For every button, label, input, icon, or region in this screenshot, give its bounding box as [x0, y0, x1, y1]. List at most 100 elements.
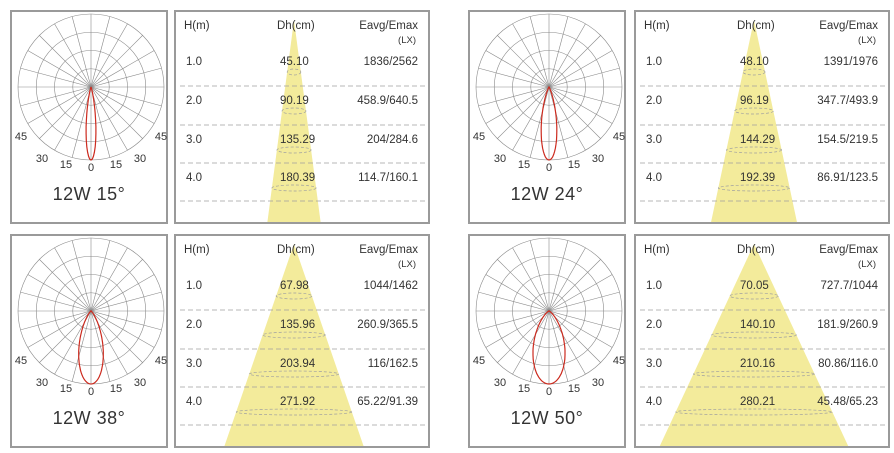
- polar-diagram-box: 45 30 15 0 15 30 45 12W 50°: [468, 234, 626, 448]
- angle-tick-label: 45: [613, 131, 625, 143]
- beam-ellipse: [729, 292, 779, 300]
- row-h: 1.0: [186, 280, 202, 292]
- beam-ellipse: [271, 184, 317, 192]
- header-diameter: Dh(cm): [737, 20, 775, 32]
- beam-cone: [640, 244, 888, 446]
- photometric-table: H(m) Dh(cm) Eavg/Emax (LX) 1.0 48.10 139…: [634, 10, 890, 224]
- beam-ellipse: [275, 292, 313, 300]
- angle-tick-label: 15: [568, 383, 580, 395]
- beam-ellipse: [276, 146, 312, 154]
- beam-cone: [180, 244, 428, 446]
- beam-ellipse: [281, 107, 307, 115]
- angle-tick-label: 15: [110, 159, 122, 171]
- intensity-curve: [540, 86, 558, 161]
- header-unit: (LX): [858, 35, 876, 46]
- angle-tick-label: 0: [546, 386, 552, 398]
- row-dh: 45.10: [280, 56, 309, 68]
- beam-ellipse: [286, 68, 302, 76]
- angle-tick-label: 15: [518, 159, 530, 171]
- beam-label: 12W 15°: [52, 184, 126, 204]
- row-eavg-emax: 1836/2562: [363, 56, 418, 68]
- polar-diagram-box: 45 30 15 0 15 30 45 12W 38°: [10, 234, 168, 448]
- row-eavg-emax: 45.48/65.23: [817, 396, 878, 408]
- beam-ellipse: [248, 370, 340, 378]
- angle-tick-label: 30: [36, 377, 48, 389]
- light-beam: [711, 20, 797, 222]
- angle-tick-label: 45: [473, 131, 485, 143]
- row-eavg-emax: 114.7/160.1: [358, 172, 418, 184]
- light-beam: [224, 244, 364, 446]
- row-h: 3.0: [186, 134, 202, 146]
- photometric-table: H(m) Dh(cm) Eavg/Emax (LX) 1.0 45.10 183…: [174, 10, 430, 224]
- header-height: H(m): [644, 244, 670, 256]
- angle-tick-label: 30: [494, 153, 506, 165]
- row-dh: 180.39: [280, 172, 316, 184]
- beam-label: 12W 50°: [510, 408, 584, 428]
- angle-tick-label: 15: [60, 383, 72, 395]
- beam-label: 12W 24°: [510, 184, 584, 204]
- angle-tick-label: 15: [518, 383, 530, 395]
- header-illuminance: Eavg/Emax: [819, 244, 878, 256]
- beam-ellipse: [726, 146, 782, 154]
- row-h: 1.0: [646, 56, 662, 68]
- row-eavg-emax: 154.5/219.5: [817, 134, 878, 146]
- row-dh: 280.21: [740, 396, 776, 408]
- beam-ellipse: [235, 408, 353, 416]
- beam-ellipse: [717, 184, 791, 192]
- polar-diagram-box: 45 30 15 0 15 30 45 12W 24°: [468, 10, 626, 224]
- beam-label: 12W 38°: [52, 408, 126, 428]
- header-unit: (LX): [398, 259, 416, 270]
- header-height: H(m): [184, 20, 210, 32]
- row-dh: 210.16: [740, 358, 776, 370]
- row-h: 3.0: [646, 134, 662, 146]
- angle-tick-label: 30: [592, 377, 604, 389]
- row-eavg-emax: 80.86/116.0: [818, 358, 878, 370]
- row-h: 4.0: [646, 396, 662, 408]
- angle-tick-label: 30: [592, 153, 604, 165]
- polar-diagram: 45 30 15 0 15 30 45: [15, 13, 167, 174]
- row-eavg-emax: 458.9/640.5: [357, 95, 418, 107]
- angle-tick-label: 15: [110, 383, 122, 395]
- header-height: H(m): [184, 244, 210, 256]
- row-h: 1.0: [186, 56, 202, 68]
- intensity-curve: [85, 86, 97, 161]
- angle-tick-label: 45: [155, 355, 167, 367]
- row-eavg-emax: 1044/1462: [363, 280, 418, 292]
- angle-tick-label: 0: [88, 162, 94, 174]
- row-eavg-emax: 260.9/365.5: [357, 319, 418, 331]
- angle-tick-label: 0: [546, 162, 552, 174]
- header-illuminance: Eavg/Emax: [819, 20, 878, 32]
- header-diameter: Dh(cm): [277, 20, 315, 32]
- row-h: 3.0: [186, 358, 202, 370]
- angle-tick-label: 45: [155, 131, 167, 143]
- header-unit: (LX): [398, 35, 416, 46]
- row-dh: 135.96: [280, 319, 316, 331]
- intensity-curve: [532, 310, 566, 385]
- row-dh: 135.29: [280, 134, 316, 146]
- row-h: 3.0: [646, 358, 662, 370]
- row-h: 4.0: [186, 396, 202, 408]
- row-h: 2.0: [186, 319, 202, 331]
- angle-tick-label: 30: [134, 377, 146, 389]
- angle-tick-label: 45: [613, 355, 625, 367]
- polar-diagram: 45 30 15 0 15 30 45: [473, 13, 625, 174]
- row-eavg-emax: 204/284.6: [366, 134, 418, 146]
- row-dh: 67.98: [280, 280, 309, 292]
- row-dh: 70.05: [740, 280, 769, 292]
- header-illuminance: Eavg/Emax: [359, 20, 418, 32]
- row-eavg-emax: 347.7/493.9: [817, 95, 878, 107]
- row-dh: 90.19: [280, 95, 309, 107]
- row-dh: 48.10: [740, 56, 769, 68]
- row-h: 1.0: [646, 280, 662, 292]
- header-diameter: Dh(cm): [737, 244, 775, 256]
- row-eavg-emax: 727.7/1044: [820, 280, 878, 292]
- polar-diagram-box: 45 30 15 0 15 30 45 12W 15°: [10, 10, 168, 224]
- beam-ellipse: [262, 331, 326, 339]
- angle-tick-label: 45: [15, 355, 27, 367]
- angle-tick-label: 30: [494, 377, 506, 389]
- row-dh: 271.92: [280, 396, 316, 408]
- row-eavg-emax: 116/162.5: [367, 358, 418, 370]
- row-h: 2.0: [646, 319, 662, 331]
- row-h: 4.0: [646, 172, 662, 184]
- beam-cone: [180, 20, 428, 222]
